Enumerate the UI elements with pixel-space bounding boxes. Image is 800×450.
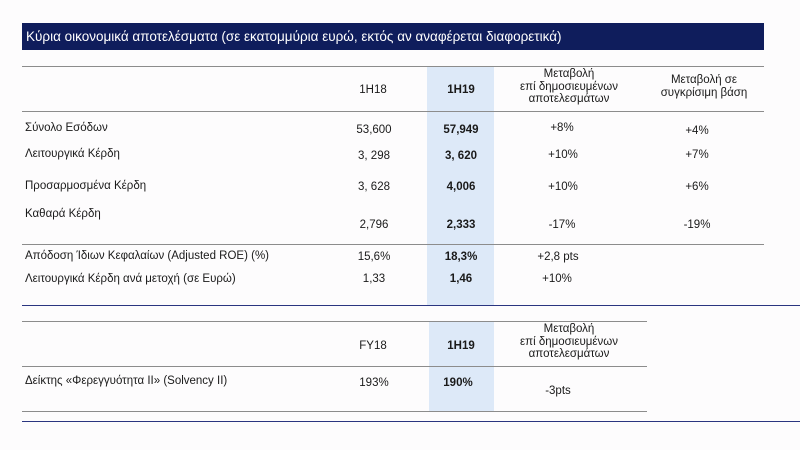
cell-comparable-change: +4% (685, 125, 709, 137)
cell-1h19: 4,006 (446, 181, 476, 193)
table1-top-rule (22, 66, 764, 67)
table2-header-rule (22, 366, 647, 367)
page-title: Κύρια οικονομικά αποτελέσματα (σε εκατομ… (22, 23, 764, 50)
cell-1h18: 3, 628 (358, 181, 390, 193)
table1-mid-rule (22, 244, 764, 245)
cell-1h19: 190% (443, 377, 473, 389)
table1-header-1h18: 1H18 (359, 84, 387, 96)
cell-1h18: 1,33 (362, 273, 386, 285)
cell-1h18: 2,796 (359, 219, 389, 231)
table2-bottom-rule (22, 411, 647, 412)
table2-header-fy18: FY18 (359, 340, 387, 352)
row-label: Σύνολο Εσόδων (25, 122, 108, 134)
cell-reported-change: -3pts (545, 385, 571, 397)
highlight-column-1h19-table1 (427, 67, 494, 305)
cell-comparable-change: -19% (683, 219, 711, 231)
table1-header-reported-change: Μεταβολή επί δημοσιευμένων αποτελεσμάτων (520, 68, 618, 105)
row-label: Λειτουργικά Κέρδη ανά μετοχή (σε Ευρώ) (25, 273, 236, 285)
cell-reported-change: +8% (550, 122, 574, 134)
row-label: Προσαρμοσμένα Κέρδη (25, 180, 147, 192)
table1-header-1h19: 1H19 (447, 84, 475, 96)
cell-reported-change: +10% (542, 273, 572, 285)
table2-header-reported-change: Μεταβολή επί δημοσιευμένων αποτελεσμάτων (520, 323, 618, 360)
row-label: Καθαρά Κέρδη (25, 208, 101, 220)
cell-comparable-change: +7% (685, 149, 709, 161)
cell-1h19: 57,949 (443, 124, 479, 136)
page-bottom-rule (22, 421, 800, 422)
cell-reported-change: -17% (548, 219, 576, 231)
cell-1h19: 2,333 (446, 219, 476, 231)
table1-header-comparable-change: Μεταβολή σε συγκρίσιμη βάση (660, 74, 748, 99)
cell-1h18: 15,6% (357, 251, 391, 263)
row-label: Λειτουργικά Κέρδη (25, 148, 120, 160)
table1-header-rule (22, 111, 764, 112)
cell-1h19: 18,3% (444, 251, 478, 263)
row-label: Δείκτης «Φερεγγυότητα ΙΙ» (Solvency II) (25, 375, 228, 387)
cell-1h19: 3, 620 (445, 150, 477, 162)
cell-reported-change: +2,8 pts (537, 251, 579, 263)
cell-1h18: 53,600 (356, 124, 392, 136)
row-label: Απόδοση Ίδιων Κεφαλαίων (Adjusted ROE) (… (25, 250, 269, 262)
table2-top-rule (22, 321, 647, 322)
cell-1h19: 1,46 (449, 273, 473, 285)
cell-1h18: 3, 298 (358, 150, 390, 162)
cell-fy18: 193% (359, 377, 389, 389)
table1-bottom-rule (22, 305, 800, 306)
cell-reported-change: +10% (548, 181, 578, 193)
table2-header-1h19: 1H19 (447, 340, 475, 352)
cell-reported-change: +10% (548, 149, 578, 161)
cell-comparable-change: +6% (685, 181, 709, 193)
